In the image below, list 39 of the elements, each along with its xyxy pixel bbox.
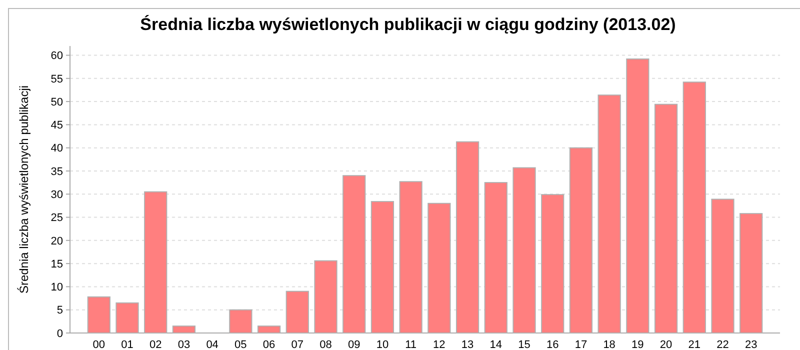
x-tick-label: 09: [348, 339, 360, 350]
x-tick-label: 17: [574, 339, 588, 350]
y-tick-label: 0: [56, 328, 63, 340]
x-tick-label: 08: [320, 339, 332, 350]
chart-title: Średnia liczba wyświetlonych publikacji w ciągu godziny (2013.02): [140, 14, 676, 34]
x-tick-label: 16: [546, 339, 559, 350]
x-tick-label: 20: [660, 339, 672, 350]
x-tick-label: 18: [603, 339, 616, 350]
y-tick-label: 10: [50, 282, 63, 294]
x-tick-label: 15: [518, 339, 530, 350]
y-tick-label: 15: [50, 258, 63, 270]
x-tick-label: 14: [490, 339, 502, 350]
x-tick-label: 00: [92, 339, 106, 350]
x-tick-label: 19: [632, 339, 644, 350]
x-tick-label: 10: [376, 339, 389, 350]
x-tick-label: 03: [178, 339, 190, 350]
x-tick-label: 02: [149, 339, 162, 350]
y-tick-label: 20: [50, 235, 63, 248]
x-tick-label: 01: [121, 339, 134, 350]
y-tick-label: 30: [50, 188, 63, 201]
x-tick-label: 06: [262, 339, 276, 350]
y-tick-label: 35: [50, 166, 63, 178]
x-tick-label: 04: [206, 339, 218, 350]
y-tick-label: 45: [50, 120, 63, 132]
y-tick-label: 40: [50, 142, 63, 155]
x-tick-label: 22: [716, 339, 729, 350]
x-tick-label: 07: [291, 339, 304, 350]
x-tick-label: 05: [234, 339, 247, 350]
y-tick-label: 55: [50, 73, 63, 86]
x-tick-label: 23: [744, 339, 758, 350]
y-axis-title: Średnia liczba wyświetlonych publikacji: [17, 85, 31, 294]
x-tick-label: 11: [405, 339, 417, 350]
y-tick-label: 60: [50, 50, 63, 62]
x-tick-label: 13: [461, 339, 474, 350]
x-tick-label: 12: [433, 339, 446, 350]
x-tick-label: 21: [688, 339, 701, 350]
y-tick-label: 5: [56, 304, 63, 317]
y-tick-label: 25: [50, 212, 63, 224]
y-tick-label: 50: [50, 96, 63, 108]
